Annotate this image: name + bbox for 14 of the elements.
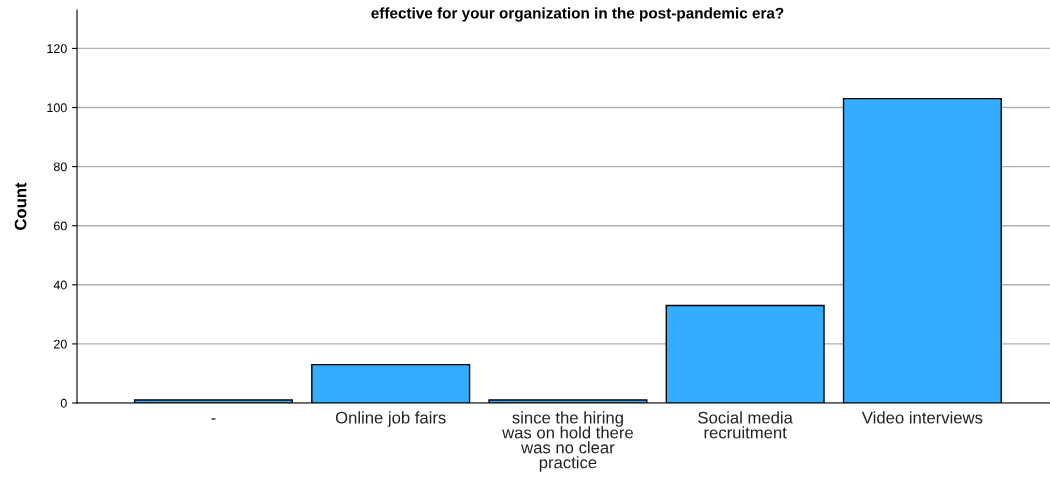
y-tick-label: 120 — [47, 44, 67, 54]
y-tick-label: 100 — [47, 103, 67, 113]
x-tick-label: Social media recruitment — [698, 411, 793, 439]
y-tick-label: 80 — [53, 162, 67, 172]
x-tick-label: since the hiring was on hold there was no clear practice — [502, 411, 633, 472]
y-tick-label: 40 — [53, 280, 67, 290]
y-axis-title: Count — [14, 182, 27, 230]
y-tick-label: 20 — [54, 339, 67, 349]
chart-title: effective for your organization in the post-pandemic era? — [371, 7, 784, 22]
x-tick-label: Online job fairs — [335, 411, 446, 427]
y-tick-label: 0 — [60, 398, 67, 408]
x-tick-label: - — [211, 418, 216, 420]
x-tick-label: Video interviews — [861, 411, 983, 424]
y-tick-label: 60 — [54, 221, 67, 231]
